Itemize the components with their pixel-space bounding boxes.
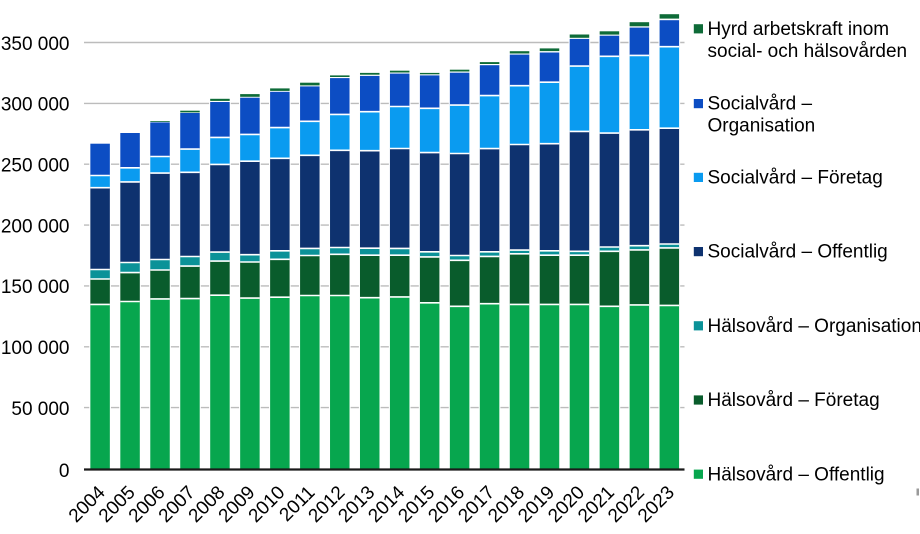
svg-text:Socialvård – Offentlig: Socialvård – Offentlig	[708, 242, 888, 263]
svg-text:Hälsovård – Företag: Hälsovård – Företag	[708, 390, 880, 411]
svg-text:200 000: 200 000	[1, 216, 70, 237]
svg-text:social- och hälsovården: social- och hälsovården	[708, 41, 908, 62]
svg-text:250 000: 250 000	[1, 156, 70, 177]
svg-text:Hälsovård – Organisation: Hälsovård – Organisation	[708, 316, 920, 337]
svg-text:Socialvård –: Socialvård –	[708, 94, 813, 115]
svg-text:Hälsovård – Offentlig: Hälsovård – Offentlig	[708, 464, 885, 485]
svg-text:Hyrd arbetskraft inom: Hyrd arbetskraft inom	[708, 19, 890, 40]
svg-text:0: 0	[59, 461, 70, 482]
svg-text:50 000: 50 000	[11, 399, 69, 420]
svg-text:350 000: 350 000	[1, 34, 70, 55]
svg-text:300 000: 300 000	[1, 95, 70, 116]
svg-text:Socialvård – Företag: Socialvård – Företag	[708, 168, 883, 189]
svg-text:100 000: 100 000	[1, 338, 70, 359]
svg-text:Organisation: Organisation	[708, 116, 816, 137]
svg-text:150 000: 150 000	[1, 277, 70, 298]
